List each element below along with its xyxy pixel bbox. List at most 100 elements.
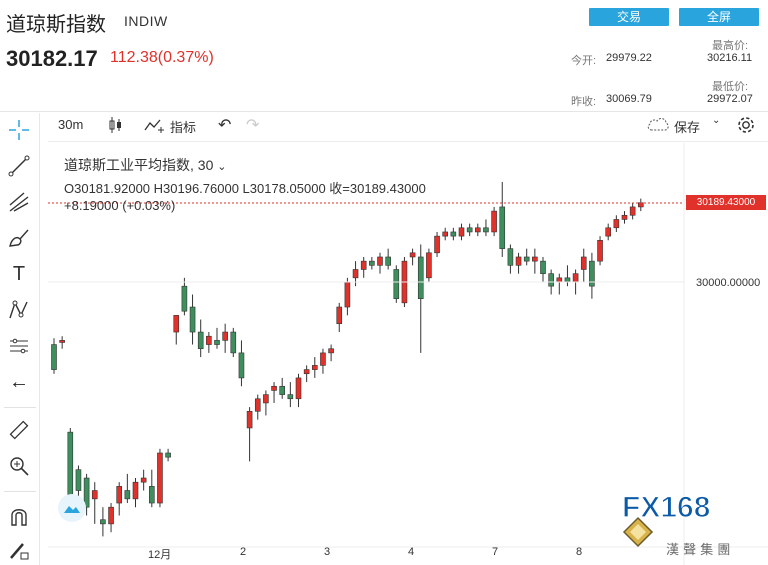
- candle-body: [320, 352, 326, 366]
- candle: [181, 277, 188, 316]
- cloud-icon[interactable]: [646, 116, 670, 135]
- candle-body: [303, 369, 310, 375]
- candle: [108, 503, 114, 533]
- candle: [491, 206, 497, 237]
- candle-body: [580, 256, 587, 270]
- redo-icon[interactable]: ↷: [246, 117, 260, 134]
- logo-text: FX168: [622, 491, 710, 524]
- candle: [532, 248, 538, 274]
- candle-body: [523, 256, 530, 262]
- candle: [442, 227, 449, 241]
- back-arrow-icon[interactable]: ←: [9, 370, 29, 393]
- candle: [417, 244, 424, 353]
- candle: [589, 252, 595, 299]
- low-label: 最低价:: [712, 81, 749, 93]
- ruler-icon[interactable]: [6, 417, 32, 443]
- candle: [458, 223, 465, 241]
- candle: [426, 248, 432, 282]
- candle-body: [589, 260, 595, 287]
- x-tick-dec: 12月: [148, 549, 172, 561]
- candle-body: [434, 235, 440, 254]
- indicator-icon[interactable]: [144, 116, 166, 137]
- chevron-down-icon[interactable]: ⌄: [217, 161, 227, 173]
- candle-body: [238, 352, 245, 379]
- chart-logo-icon[interactable]: [58, 494, 86, 522]
- brush-icon[interactable]: [6, 225, 32, 251]
- candle: [336, 302, 343, 333]
- candle: [597, 236, 603, 266]
- candle-body: [263, 394, 269, 404]
- candle: [621, 211, 628, 224]
- indicators-button[interactable]: 指标: [170, 120, 197, 135]
- candle: [360, 256, 367, 278]
- save-button[interactable]: 保存: [674, 120, 701, 135]
- candle-body: [621, 214, 628, 220]
- undo-icon[interactable]: ↶: [218, 117, 232, 134]
- candle: [311, 357, 318, 378]
- interval-selector[interactable]: 30m: [58, 117, 84, 132]
- trade-button[interactable]: 交易: [589, 8, 669, 26]
- zoom-in-icon[interactable]: [6, 453, 32, 479]
- candle: [474, 223, 481, 237]
- candle: [91, 482, 98, 524]
- candle-body: [181, 285, 188, 312]
- candlestick-chart[interactable]: [48, 143, 768, 565]
- gear-icon[interactable]: [736, 115, 756, 138]
- logo-subtitle: 漢 聲 集 團: [666, 542, 730, 558]
- candle-body: [507, 248, 514, 266]
- candle-body: [230, 331, 237, 354]
- legend-series-name[interactable]: 道琼斯工业平均指数, 30 ⌄: [64, 155, 226, 175]
- fullscreen-button[interactable]: 全屏: [679, 8, 759, 26]
- legend-delta: +8.19000 (+0.03%): [64, 198, 176, 213]
- candle-body: [458, 227, 465, 237]
- candle-body: [450, 231, 457, 237]
- x-tick-7: 7: [492, 546, 499, 558]
- pitchfork-icon[interactable]: [6, 189, 32, 215]
- candle-body: [613, 219, 620, 229]
- candle: [173, 315, 180, 345]
- candle: [149, 469, 155, 508]
- current-price: 30182.17: [6, 46, 98, 71]
- candle: [132, 478, 139, 508]
- candle: [157, 448, 163, 508]
- candle: [377, 252, 383, 274]
- candle-body: [466, 227, 473, 233]
- candle-body: [140, 477, 147, 483]
- prev-close-value: 30069.79: [606, 93, 652, 105]
- measure-lines-icon[interactable]: [6, 333, 32, 359]
- candle-type-icon[interactable]: [108, 116, 124, 137]
- pencil-lock-icon[interactable]: [6, 537, 32, 563]
- open-label: 今开:: [571, 55, 597, 67]
- candle: [197, 319, 204, 358]
- candle-body: [75, 469, 82, 491]
- pattern-icon[interactable]: [6, 297, 32, 323]
- candle-body: [564, 277, 571, 283]
- candle-body: [328, 348, 334, 354]
- candle-body: [51, 344, 57, 370]
- toolbar-divider: [48, 141, 768, 142]
- candle: [165, 448, 171, 462]
- candle: [613, 215, 620, 232]
- candle: [637, 198, 644, 212]
- candle-body: [499, 206, 506, 249]
- text-tool-icon[interactable]: T: [12, 262, 26, 285]
- high-label: 最高价:: [712, 40, 749, 52]
- candle-body: [548, 273, 554, 287]
- candle-body: [377, 256, 383, 266]
- candle: [100, 507, 106, 537]
- chevron-down-icon[interactable]: ⌄: [712, 115, 721, 126]
- trend-line-icon[interactable]: [6, 153, 32, 179]
- candle-body: [605, 227, 612, 237]
- tool-divider: [4, 407, 36, 408]
- candle: [75, 465, 82, 499]
- candle-body: [254, 398, 261, 412]
- candle: [523, 248, 530, 266]
- crosshair-icon[interactable]: [6, 117, 32, 143]
- candle-body: [108, 506, 114, 525]
- candle: [303, 365, 310, 383]
- magnet-icon[interactable]: [6, 503, 32, 529]
- candle-body: [393, 269, 400, 299]
- quote-header: 道琼斯指数 INDIW 30182.17 112.38(0.37%) 交易 全屏…: [0, 0, 768, 112]
- candle-body: [369, 260, 375, 266]
- legend-ohlc: O30181.92000 H30196.76000 L30178.05000 收…: [64, 181, 426, 196]
